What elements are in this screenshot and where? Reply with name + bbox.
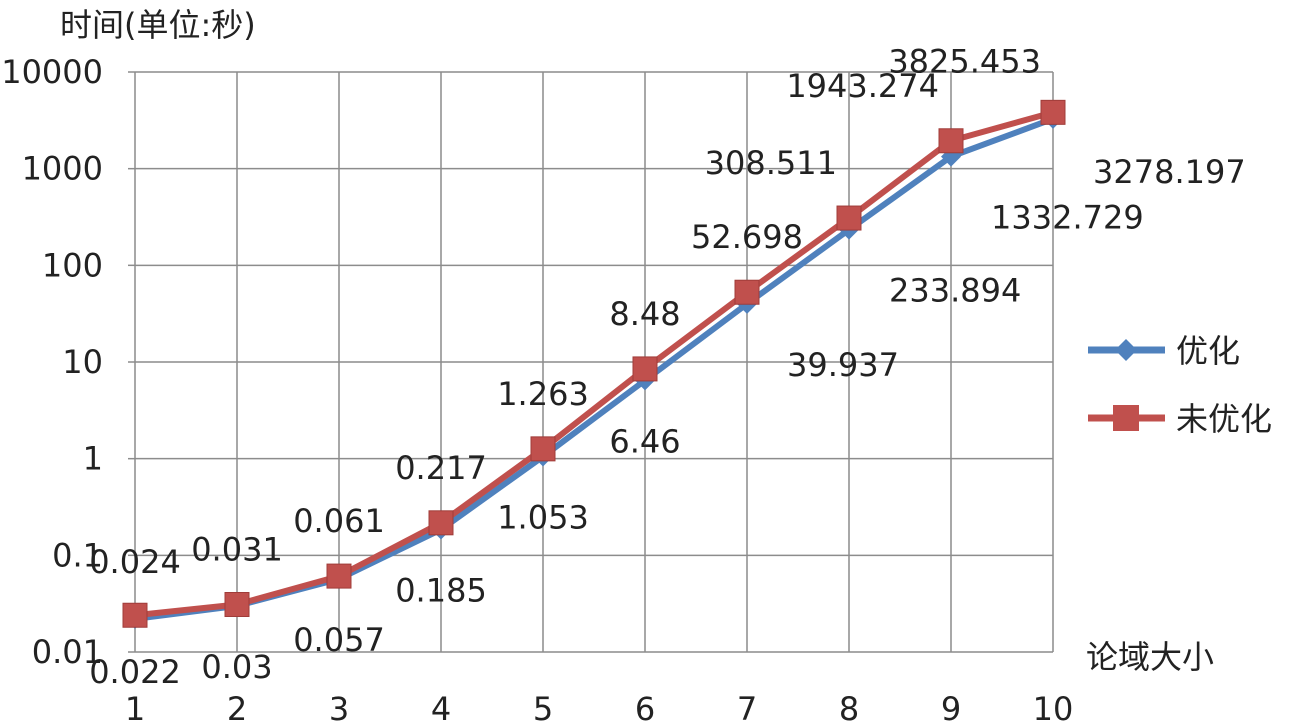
data-label: 39.937 bbox=[787, 346, 899, 384]
y-tick-label: 1000 bbox=[22, 150, 103, 188]
data-label: 308.511 bbox=[705, 144, 837, 182]
y-tick-label: 100 bbox=[42, 246, 103, 284]
x-tick-label: 7 bbox=[737, 690, 757, 727]
data-label: 0.217 bbox=[395, 449, 487, 487]
data-point-square bbox=[428, 510, 454, 536]
data-point-square bbox=[836, 205, 862, 231]
x-tick-label: 4 bbox=[431, 690, 451, 727]
x-tick-label: 8 bbox=[839, 690, 859, 727]
x-axis-ticks: 1 2 3 4 5 6 7 8 9 10 bbox=[125, 690, 1074, 727]
legend-marker-square bbox=[1113, 405, 1139, 431]
x-tick-label: 5 bbox=[533, 690, 553, 727]
data-label: 1332.729 bbox=[991, 199, 1144, 237]
series-line bbox=[134, 109, 1054, 619]
data-label: 0.024 bbox=[89, 543, 181, 581]
data-label: 1943.274 bbox=[786, 67, 939, 105]
plot-grid bbox=[128, 71, 1054, 653]
data-labels-layer: 0.022 0.03 0.057 0.185 1.053 6.46 39.937 233.89… bbox=[89, 42, 1245, 691]
data-point-square bbox=[1040, 99, 1066, 125]
legend-label: 优化 bbox=[1176, 332, 1240, 370]
data-label: 0.03 bbox=[201, 648, 272, 686]
y-tick-label: 0.01 bbox=[32, 633, 103, 671]
series-layer bbox=[122, 99, 1066, 629]
y-tick-label: 1 bbox=[83, 440, 103, 478]
data-label: 1.263 bbox=[497, 375, 589, 413]
legend-marker-diamond bbox=[1115, 339, 1137, 361]
y-tick-label: 0.1 bbox=[52, 536, 103, 574]
data-point-square bbox=[734, 279, 760, 305]
y-axis-ticks: 0.01 0.1 1 10 100 1000 10000 bbox=[1, 53, 103, 671]
x-tick-label: 2 bbox=[227, 690, 247, 727]
data-point-square bbox=[224, 592, 250, 618]
y-tick-label: 10000 bbox=[1, 53, 103, 91]
data-point-square bbox=[530, 436, 556, 462]
x-tick-label: 6 bbox=[635, 690, 655, 727]
data-label: 3278.197 bbox=[1093, 153, 1246, 191]
legend-label: 未优化 bbox=[1176, 400, 1272, 438]
y-tick-label: 10 bbox=[62, 343, 103, 381]
data-label: 0.022 bbox=[89, 653, 181, 691]
data-label: 6.46 bbox=[609, 422, 680, 460]
x-tick-label: 3 bbox=[329, 690, 349, 727]
data-label: 0.061 bbox=[293, 502, 385, 540]
data-label: 8.48 bbox=[609, 295, 680, 333]
data-label: 233.894 bbox=[889, 272, 1021, 310]
data-point-square bbox=[122, 602, 148, 628]
data-label: 1.053 bbox=[497, 498, 589, 536]
data-label: 0.185 bbox=[395, 572, 487, 610]
x-tick-label: 1 bbox=[125, 690, 145, 727]
data-label: 0.031 bbox=[191, 531, 283, 569]
data-point-square bbox=[326, 563, 352, 589]
data-point-square bbox=[632, 356, 658, 382]
data-label: 3825.453 bbox=[888, 42, 1041, 80]
data-label: 52.698 bbox=[691, 218, 803, 256]
data-point-square bbox=[938, 128, 964, 154]
x-tick-label: 10 bbox=[1033, 690, 1074, 727]
data-label: 0.057 bbox=[293, 621, 385, 659]
x-axis-label: 论域大小 bbox=[1086, 638, 1214, 676]
y-axis-label: 时间(单位:秒) bbox=[60, 6, 256, 44]
x-tick-label: 9 bbox=[941, 690, 961, 727]
